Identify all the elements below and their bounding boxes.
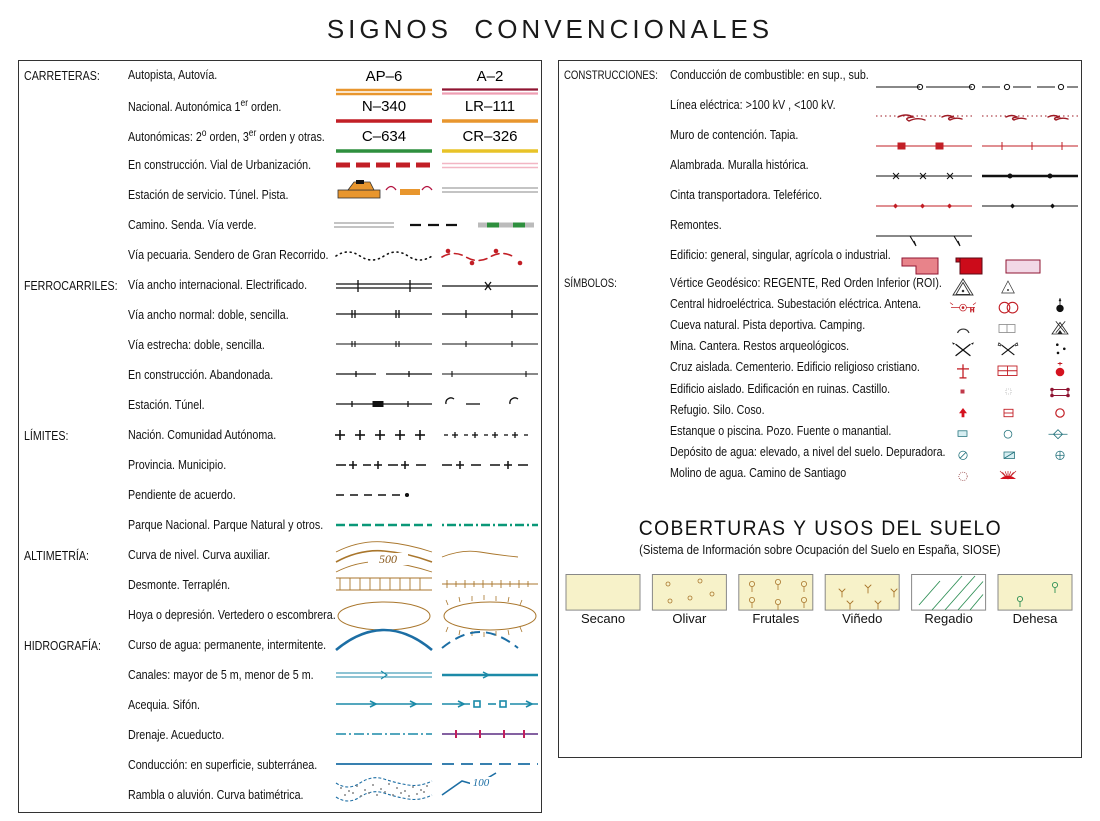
svg-text:Olivar: Olivar: [672, 611, 707, 626]
svg-text:Regadio: Regadio: [924, 611, 972, 626]
svg-text:Viñedo: Viñedo: [842, 611, 882, 626]
svg-text:Dehesa: Dehesa: [1013, 611, 1059, 626]
svg-text:Frutales: Frutales: [752, 611, 799, 626]
svg-text:Secano: Secano: [581, 611, 625, 626]
